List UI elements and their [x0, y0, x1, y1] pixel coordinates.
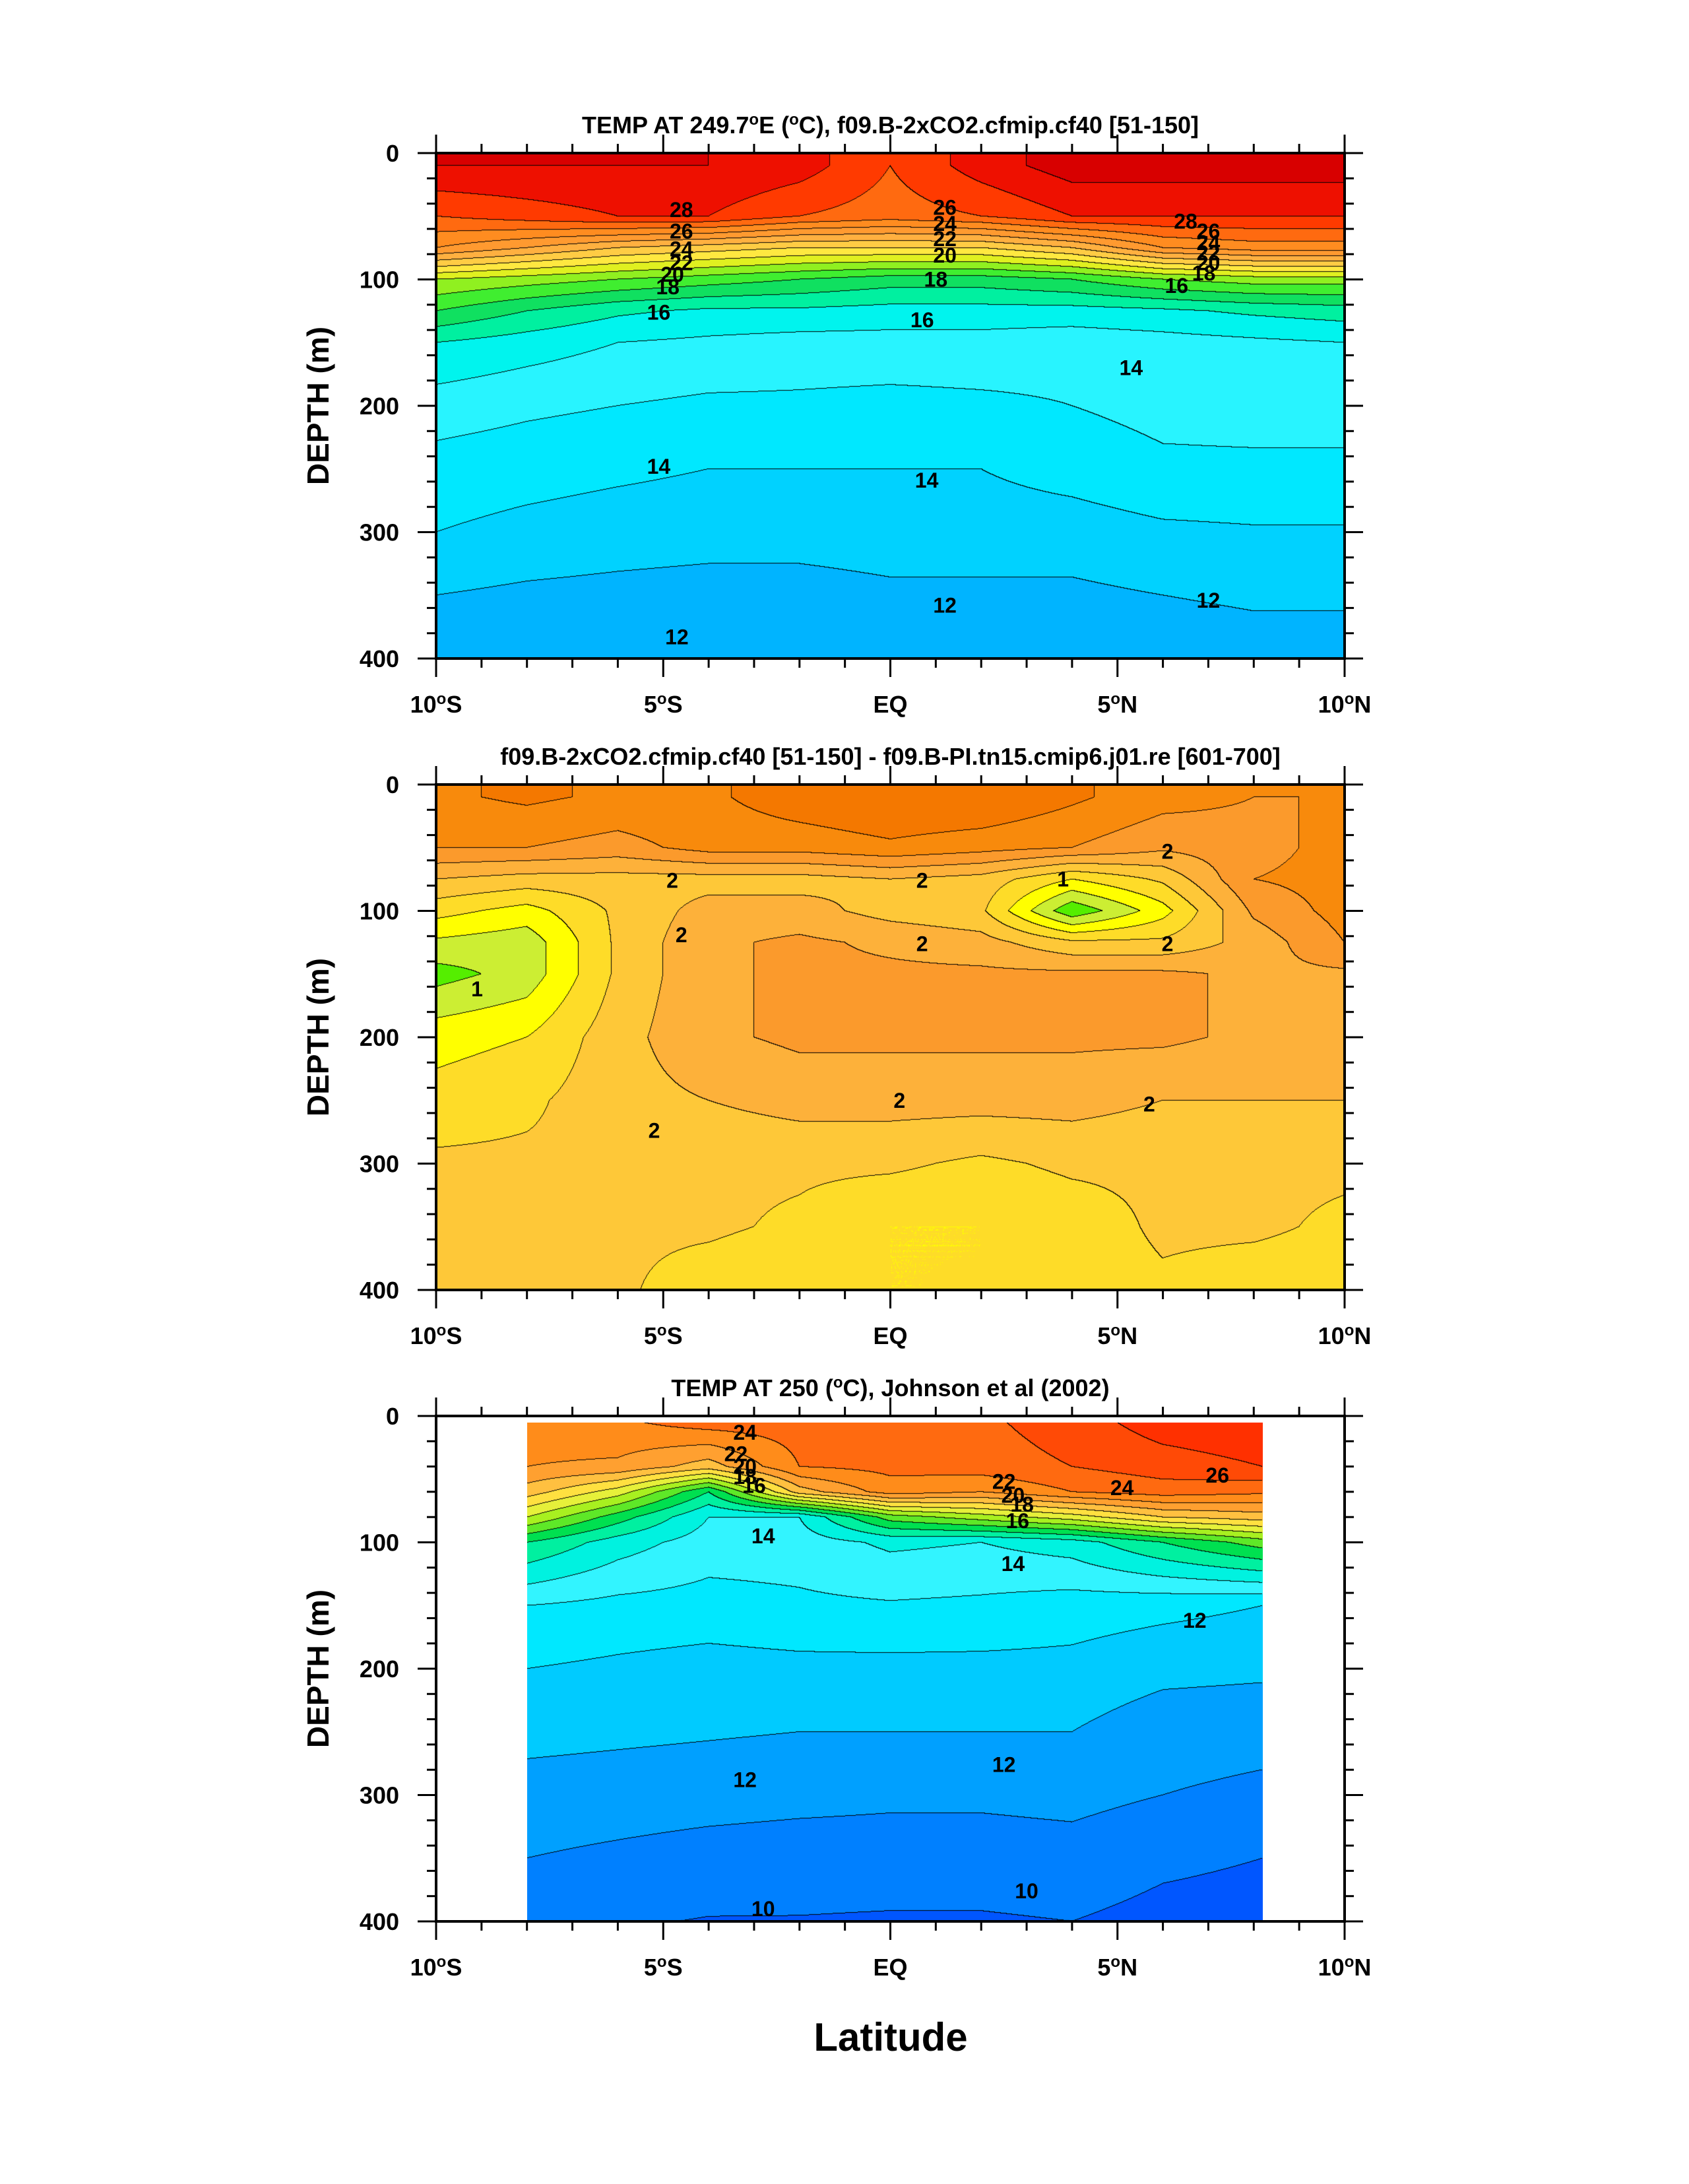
contour-label: 14	[1002, 1552, 1025, 1576]
contour-label: 18	[924, 268, 948, 292]
contour-label: 20	[660, 263, 684, 286]
panel-title: TEMP AT 250 (oC), Johnson et al (2002)	[671, 1374, 1109, 1402]
x-tick-label: 10oN	[1318, 690, 1372, 719]
contour-label: 26	[670, 220, 693, 243]
contour-label: 2	[1162, 932, 1174, 955]
contour-label: 22	[670, 251, 693, 275]
x-tick-label: 5oN	[1097, 690, 1137, 719]
contour-label: 22	[933, 227, 957, 251]
panel-top-model-temperature: TEMP AT 249.7oE (oC), f09.B-2xCO2.cfmip.…	[301, 111, 1371, 719]
contour-label: 28	[1174, 209, 1197, 233]
panel-middle-temperature-difference: f09.B-2xCO2.cfmip.cf40 [51-150] - f09.B-…	[301, 743, 1371, 1349]
y-tick-label: 200	[360, 1024, 399, 1051]
contour-label: 12	[992, 1753, 1016, 1777]
contour-label: 1	[1057, 868, 1069, 891]
y-tick-label: 200	[360, 1655, 399, 1683]
y-tick-label: 400	[360, 1908, 399, 1935]
contour-label: 20	[1002, 1484, 1025, 1508]
y-tick-label: 100	[360, 898, 399, 925]
contour-label: 22	[724, 1442, 748, 1465]
x-tick-label: 5oN	[1097, 1953, 1137, 1981]
contour-label: 12	[733, 1768, 757, 1792]
y-tick-label: 300	[360, 1151, 399, 1178]
contour-label: 22	[1197, 241, 1221, 265]
contour-label: 16	[647, 300, 671, 324]
contour-label: 24	[670, 238, 693, 261]
contour-label: 2	[893, 1089, 905, 1112]
y-tick-label: 100	[360, 267, 399, 294]
contour-label: 26	[933, 195, 957, 219]
x-tick-label: 10oS	[410, 1953, 462, 1981]
x-tick-label: 10oS	[410, 1322, 462, 1350]
x-tick-label: 10oN	[1318, 1953, 1372, 1981]
contour-label: 2	[649, 1119, 660, 1143]
x-tick-label: 10oS	[410, 690, 462, 719]
contour-label: 14	[915, 468, 939, 492]
x-tick-label: 5oS	[644, 1322, 683, 1350]
contour-field	[436, 785, 1345, 1290]
y-axis-label: DEPTH (m)	[301, 327, 335, 485]
y-tick-label: 100	[360, 1529, 399, 1557]
x-tick-label: 5oS	[644, 1953, 683, 1981]
y-tick-label: 0	[386, 1403, 399, 1430]
contour-label: 18	[733, 1465, 757, 1489]
contour-label: 2	[916, 869, 928, 893]
contour-label: 26	[1197, 220, 1221, 243]
y-tick-label: 0	[386, 140, 399, 167]
x-tick-label: EQ	[873, 1954, 907, 1981]
x-tick-label: EQ	[873, 1322, 907, 1349]
contour-label: 16	[1164, 274, 1188, 298]
y-tick-label: 300	[360, 1782, 399, 1809]
contour-label: 10	[751, 1897, 775, 1921]
contour-label: 2	[666, 869, 678, 893]
contour-label: 18	[1010, 1493, 1034, 1516]
contour-label: 24	[1110, 1476, 1134, 1500]
contour-label: 18	[656, 275, 680, 299]
contour-label: 12	[1197, 589, 1221, 612]
y-tick-label: 400	[360, 645, 399, 672]
panel-title: TEMP AT 249.7oE (oC), f09.B-2xCO2.cfmip.…	[582, 111, 1199, 139]
contour-label: 12	[665, 625, 689, 649]
y-tick-label: 200	[360, 393, 399, 420]
contour-label: 26	[1205, 1463, 1229, 1487]
contour-label: 2	[1143, 1092, 1155, 1116]
contour-label: 24	[933, 212, 957, 236]
contour-label: 16	[742, 1473, 766, 1497]
y-tick-label: 300	[360, 519, 399, 546]
y-axis-label: DEPTH (m)	[301, 958, 335, 1116]
contour-label: 18	[1192, 261, 1216, 285]
y-axis-label: DEPTH (m)	[301, 1590, 335, 1748]
contour-label: 2	[1162, 839, 1174, 863]
contour-label: 16	[910, 308, 934, 332]
contour-label: 20	[1197, 251, 1221, 275]
contour-label: 28	[670, 198, 693, 222]
x-axis-label: Latitude	[813, 2015, 967, 2059]
contour-label: 12	[1183, 1609, 1207, 1632]
contour-label: 1	[471, 977, 483, 1001]
contour-label: 24	[1197, 231, 1221, 255]
panel-title: f09.B-2xCO2.cfmip.cf40 [51-150] - f09.B-…	[500, 743, 1281, 770]
contour-label: 14	[751, 1524, 775, 1548]
contour-label: 20	[933, 243, 957, 267]
contour-label: 14	[1120, 356, 1143, 380]
contour-label: 2	[916, 932, 928, 955]
contour-label: 14	[647, 455, 671, 478]
contour-field	[527, 1423, 1263, 1921]
x-tick-label: 10oN	[1318, 1322, 1372, 1350]
contour-label: 10	[1015, 1879, 1038, 1903]
contour-label: 24	[733, 1421, 757, 1444]
contour-label: 22	[992, 1470, 1016, 1494]
x-tick-label: EQ	[873, 691, 907, 718]
contour-label: 2	[676, 923, 687, 947]
contour-label: 16	[1005, 1509, 1029, 1533]
x-tick-label: 5oS	[644, 690, 683, 719]
contour-field	[436, 153, 1345, 658]
contour-label: 12	[933, 594, 957, 618]
contour-label: 20	[733, 1455, 757, 1479]
y-tick-label: 0	[386, 771, 399, 798]
panel-bottom-observed-temperature: TEMP AT 250 (oC), Johnson et al (2002) 24…	[301, 1374, 1371, 1981]
x-tick-label: 5oN	[1097, 1322, 1137, 1350]
y-tick-label: 400	[360, 1277, 399, 1304]
